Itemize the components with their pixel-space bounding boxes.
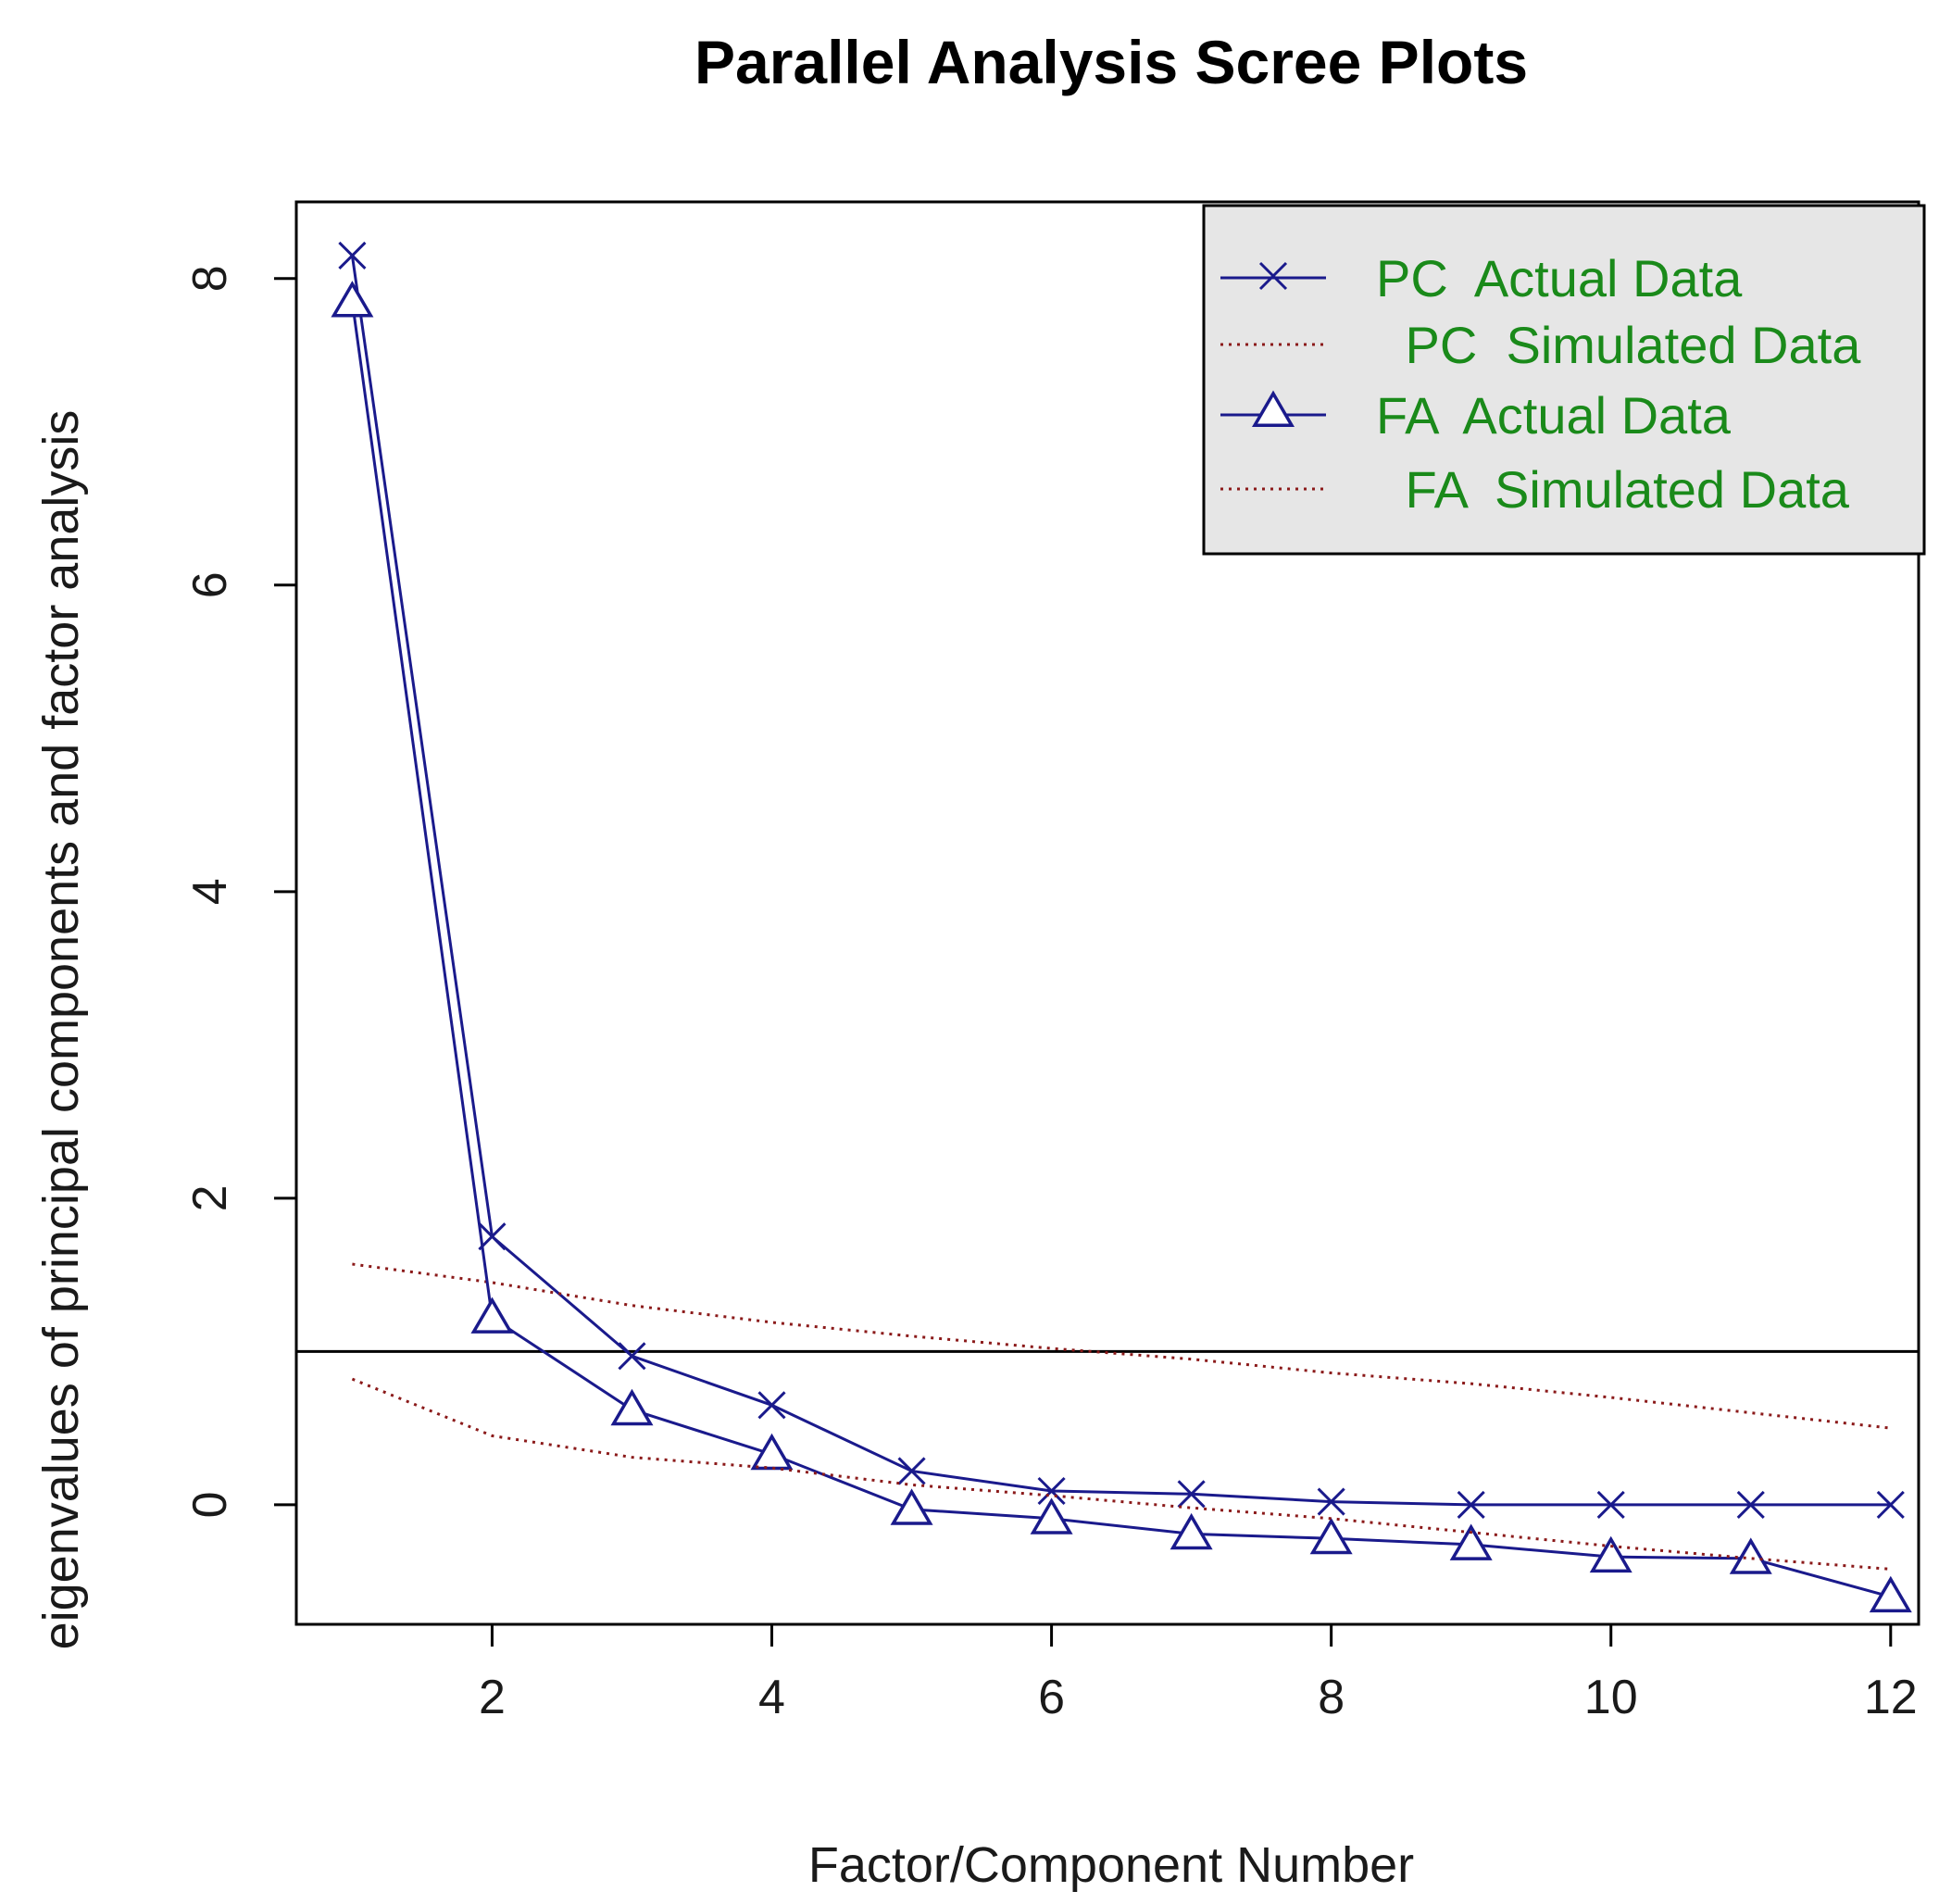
x-tick-label: 6 [1038, 1671, 1065, 1724]
data-point-triangle-marker [331, 281, 374, 318]
series-line-0 [350, 255, 1891, 1507]
plot-area [296, 241, 1919, 1613]
data-point-triangle-marker [1729, 1537, 1772, 1574]
data-point-x-marker [1177, 1480, 1206, 1509]
series-line-3 [351, 1377, 1891, 1571]
x-tick-label: 10 [1584, 1671, 1638, 1724]
data-point-x-marker [1037, 1476, 1066, 1506]
legend-entry-1: PC Simulated Data [1220, 316, 1861, 374]
data-point-triangle-marker [890, 1488, 933, 1525]
data-point-triangle-marker [1869, 1575, 1912, 1613]
data-point-x-marker [338, 241, 367, 269]
legend-box [1202, 204, 1926, 556]
data-point-x-marker [1317, 1487, 1345, 1516]
series-line-1 [352, 1262, 1891, 1430]
legend-label-2: FA Actual Data [1376, 386, 1732, 445]
data-point-x-marker [1876, 1490, 1905, 1519]
legend-x-marker [1258, 261, 1288, 291]
legend-entry-3: FA Simulated Data [1220, 460, 1850, 519]
x-tick-label: 2 [479, 1671, 506, 1724]
legend-label-0: PC Actual Data [1376, 249, 1743, 307]
x-tick-label: 12 [1864, 1671, 1918, 1724]
data-point-triangle-marker [1589, 1535, 1633, 1573]
y-tick-label: 0 [183, 1491, 237, 1518]
data-point-x-marker [1736, 1490, 1765, 1519]
data-point-triangle-marker [1309, 1517, 1353, 1555]
chart-title: Parallel Analysis Scree Plots [694, 28, 1528, 96]
legend-triangle-marker [1252, 390, 1295, 427]
data-point-triangle-marker [750, 1433, 794, 1471]
data-point-triangle-marker [610, 1388, 654, 1426]
series-0 [338, 241, 1905, 1519]
data-point-x-marker [1596, 1490, 1625, 1519]
data-point-x-marker [1457, 1490, 1485, 1519]
y-axis-label: eigenvalues of principal components and … [33, 410, 89, 1650]
series-3 [351, 1377, 1891, 1571]
data-point-triangle-marker [1449, 1523, 1493, 1560]
legend-label-1: PC Simulated Data [1391, 316, 1861, 374]
data-point-x-marker [618, 1342, 646, 1371]
x-tick-label: 8 [1318, 1671, 1345, 1724]
y-tick-label: 4 [183, 878, 237, 905]
series-1 [352, 1262, 1891, 1430]
data-point-x-marker [897, 1457, 926, 1485]
data-point-x-marker [757, 1391, 786, 1420]
x-tick-label: 4 [758, 1671, 785, 1724]
series-line-2 [350, 301, 1892, 1598]
legend-entry-0: PC Actual Data [1220, 249, 1743, 307]
axes: 2 4 6 8 10 12 0 2 4 6 8 [183, 265, 1918, 1724]
plot-frame [294, 200, 1920, 1626]
series-2 [331, 281, 1912, 1613]
y-tick-label: 8 [183, 265, 237, 292]
y-tick-label: 6 [183, 571, 237, 598]
legend-label-3: FA Simulated Data [1391, 460, 1850, 519]
legend: PC Actual Data PC Simulated Data FA Actua… [1202, 204, 1926, 556]
data-point-triangle-marker [470, 1296, 514, 1334]
data-point-triangle-marker [1030, 1497, 1073, 1534]
legend-entry-2: FA Actual Data [1220, 386, 1732, 445]
y-tick-label: 2 [183, 1184, 237, 1211]
x-axis-label: Factor/Component Number [808, 1837, 1414, 1893]
data-point-triangle-marker [1170, 1512, 1213, 1550]
